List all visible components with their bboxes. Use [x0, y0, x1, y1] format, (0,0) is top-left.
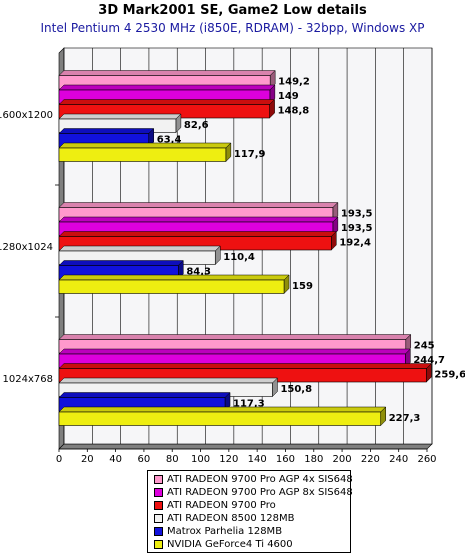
bar-top — [58, 260, 184, 266]
bar-top — [58, 274, 290, 281]
legend-swatch — [154, 514, 163, 523]
bar-top — [58, 99, 276, 105]
bar-chart: 0 20 40 60 80 100 120 140 160 180 200 220 240 260 1600… — [0, 47, 465, 465]
bar-top — [58, 202, 339, 208]
x-tick-label: 0 — [56, 454, 62, 465]
bar-value-label: 259,6 — [434, 369, 465, 380]
legend-item: Matrox Parhelia 128MB — [154, 525, 350, 538]
x-tick-label: 140 — [248, 454, 267, 465]
bar — [58, 279, 285, 294]
bar-value-label: 117,3 — [233, 398, 265, 409]
x-tick-label: 20 — [81, 454, 94, 465]
legend-swatch — [154, 527, 163, 536]
bar-value-label: 63,4 — [157, 134, 182, 145]
bar-top — [58, 142, 232, 149]
bar-top — [58, 348, 411, 355]
bar-value-label: 227,3 — [389, 413, 421, 424]
legend-item: ATI RADEON 9700 Pro AGP 8x SIS648 — [154, 486, 353, 499]
y-category-label: 1024x768 — [3, 374, 53, 385]
bar-value-label: 150,8 — [280, 384, 312, 395]
bar-top — [58, 363, 433, 369]
legend-label: Matrox Parhelia 128MB — [167, 526, 283, 537]
x-tick-label: 220 — [361, 454, 380, 465]
bar-value-label: 82,6 — [184, 120, 209, 131]
bar-value-label: 117,9 — [234, 149, 266, 160]
bar — [58, 411, 382, 426]
bar-top — [58, 392, 231, 398]
x-tick-label: 120 — [219, 454, 238, 465]
bar-value-label: 149,2 — [278, 76, 310, 87]
bar-top — [58, 377, 279, 384]
legend-label: ATI RADEON 8500 128MB — [167, 513, 295, 524]
legend-item: ATI RADEON 9700 Pro — [154, 499, 350, 512]
bar-top — [58, 216, 339, 223]
bar-top — [58, 245, 221, 252]
bar-value-label: 149 — [278, 91, 299, 102]
x-tick-label: 200 — [333, 454, 352, 465]
plot-floor — [58, 443, 433, 450]
bar-value-label: 84,3 — [186, 266, 211, 277]
bar-value-label: 192,4 — [339, 237, 371, 248]
bar-value-label: 148,8 — [278, 105, 310, 116]
legend-label: ATI RADEON 9700 Pro AGP 8x SIS648 — [167, 487, 353, 498]
x-tick-label: 100 — [191, 454, 210, 465]
legend-label: ATI RADEON 9700 Pro AGP 4x SIS648 — [167, 474, 353, 485]
y-category-label: 1280x1024 — [0, 242, 53, 253]
legend-swatch — [154, 540, 163, 549]
bar-top — [58, 406, 387, 413]
bar-top — [58, 84, 276, 91]
bar — [58, 147, 227, 162]
bar-value-label: 110,4 — [223, 252, 255, 263]
x-tick-label: 40 — [109, 454, 122, 465]
x-tick-label: 160 — [276, 454, 295, 465]
x-tick-label: 180 — [304, 454, 323, 465]
bar-top — [58, 231, 337, 237]
bar-value-label: 244,7 — [413, 355, 445, 366]
bar-top — [58, 334, 412, 340]
x-tick-label: 80 — [166, 454, 179, 465]
bar-top — [58, 70, 276, 76]
legend-swatch — [154, 501, 163, 510]
chart-title: 3D Mark2001 SE, Game2 Low details — [98, 3, 367, 18]
x-tick-label: 260 — [417, 454, 436, 465]
bar-value-label: 193,5 — [341, 208, 373, 219]
chart-legend: ATI RADEON 9700 Pro AGP 4x SIS648 ATI RAD… — [147, 470, 353, 553]
legend-label: ATI RADEON 9700 Pro — [167, 500, 276, 511]
bar-top — [58, 128, 155, 134]
x-tick-label: 240 — [389, 454, 408, 465]
bar-value-label: 245 — [414, 340, 435, 351]
bar-value-label: 159 — [292, 281, 313, 292]
legend-item: NVIDIA GeForce4 Ti 4600 — [154, 538, 350, 551]
legend-item: ATI RADEON 9700 Pro AGP 4x SIS648 — [154, 473, 353, 486]
x-tick-label: 60 — [138, 454, 151, 465]
legend-label: NVIDIA GeForce4 Ti 4600 — [167, 539, 293, 550]
bar-top — [58, 113, 182, 120]
legend-swatch — [154, 475, 163, 484]
legend-item: ATI RADEON 8500 128MB — [154, 512, 350, 525]
bar-value-label: 193,5 — [341, 223, 373, 234]
y-category-label: 1600x1200 — [0, 110, 53, 121]
legend-swatch — [154, 488, 163, 497]
chart-subtitle: Intel Pentium 4 2530 MHz (i850E, RDRAM) … — [40, 21, 425, 35]
